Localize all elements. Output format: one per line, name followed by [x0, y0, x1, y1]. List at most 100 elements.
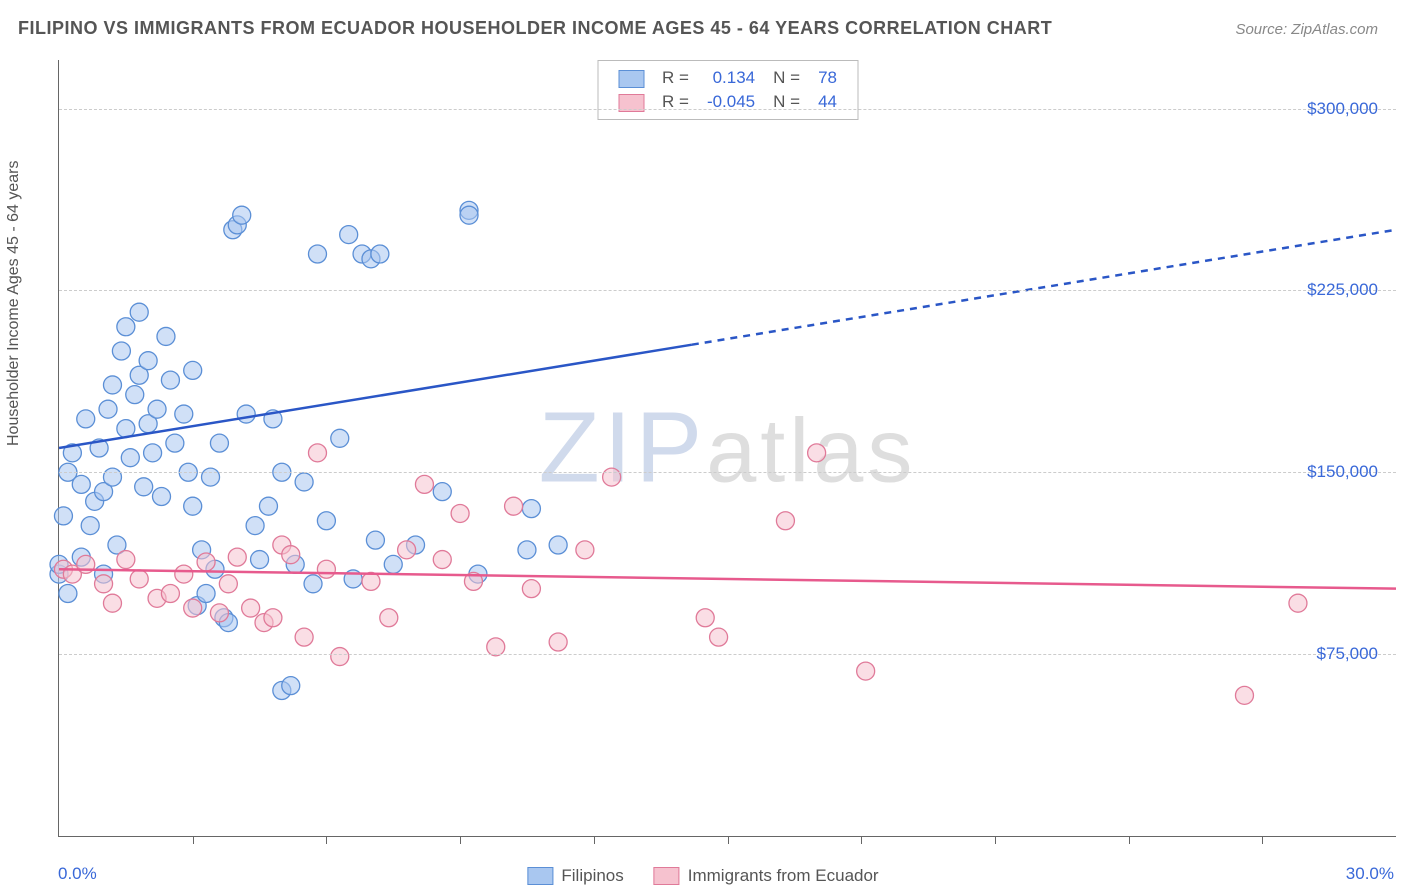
data-point: [340, 226, 358, 244]
data-point: [710, 628, 728, 646]
legend-item-filipinos: Filipinos: [527, 866, 623, 886]
data-point: [72, 475, 90, 493]
gridline: [59, 290, 1396, 291]
data-point: [117, 551, 135, 569]
data-point: [148, 400, 166, 418]
data-point: [317, 512, 335, 530]
x-tick: [326, 836, 327, 844]
chart-plot-area: ZIPatlas R = 0.134 N = 78 R = -0.045 N =…: [58, 60, 1396, 837]
data-point: [308, 245, 326, 263]
data-point: [415, 475, 433, 493]
data-point: [308, 444, 326, 462]
legend-label-ecuador: Immigrants from Ecuador: [688, 866, 879, 886]
x-tick-label: 30.0%: [1346, 864, 1394, 884]
x-tick: [460, 836, 461, 844]
gridline: [59, 109, 1396, 110]
data-point: [282, 546, 300, 564]
data-point: [264, 609, 282, 627]
data-point: [282, 677, 300, 695]
source-attribution: Source: ZipAtlas.com: [1235, 21, 1378, 38]
data-point: [184, 361, 202, 379]
data-point: [112, 342, 130, 360]
data-point: [317, 560, 335, 578]
data-point: [175, 405, 193, 423]
x-tick: [861, 836, 862, 844]
data-point: [251, 551, 269, 569]
data-point: [696, 609, 714, 627]
legend-item-ecuador: Immigrants from Ecuador: [654, 866, 879, 886]
data-point: [549, 536, 567, 554]
data-point: [161, 585, 179, 603]
data-point: [398, 541, 416, 559]
series-legend: Filipinos Immigrants from Ecuador: [527, 866, 878, 886]
data-point: [451, 504, 469, 522]
data-point: [242, 599, 260, 617]
y-tick-label: $75,000: [1317, 644, 1378, 664]
scatter-svg: [59, 60, 1396, 836]
data-point: [117, 318, 135, 336]
data-point: [135, 478, 153, 496]
data-point: [184, 497, 202, 515]
gridline: [59, 472, 1396, 473]
data-point: [184, 599, 202, 617]
data-point: [54, 507, 72, 525]
data-point: [197, 553, 215, 571]
data-point: [130, 570, 148, 588]
data-point: [228, 548, 246, 566]
data-point: [371, 245, 389, 263]
y-tick-label: $225,000: [1307, 280, 1378, 300]
data-point: [603, 468, 621, 486]
data-point: [384, 555, 402, 573]
data-point: [81, 517, 99, 535]
data-point: [175, 565, 193, 583]
x-tick-label: 0.0%: [58, 864, 97, 884]
swatch-pink-icon: [654, 867, 680, 885]
y-axis-label: Householder Income Ages 45 - 64 years: [5, 161, 23, 447]
data-point: [776, 512, 794, 530]
trend-line: [59, 569, 1396, 588]
data-point: [161, 371, 179, 389]
x-tick: [1129, 836, 1130, 844]
data-point: [153, 488, 171, 506]
data-point: [433, 483, 451, 501]
data-point: [103, 468, 121, 486]
data-point: [237, 405, 255, 423]
data-point: [259, 497, 277, 515]
data-point: [522, 580, 540, 598]
data-point: [95, 575, 113, 593]
data-point: [331, 648, 349, 666]
data-point: [366, 531, 384, 549]
data-point: [197, 585, 215, 603]
data-point: [103, 594, 121, 612]
data-point: [331, 429, 349, 447]
trend-line-extrapolated: [692, 230, 1396, 345]
data-point: [99, 400, 117, 418]
swatch-blue-icon: [527, 867, 553, 885]
data-point: [304, 575, 322, 593]
data-point: [522, 500, 540, 518]
x-tick: [995, 836, 996, 844]
data-point: [59, 585, 77, 603]
data-point: [295, 628, 313, 646]
chart-title: FILIPINO VS IMMIGRANTS FROM ECUADOR HOUS…: [18, 18, 1052, 39]
data-point: [210, 604, 228, 622]
data-point: [103, 376, 121, 394]
data-point: [202, 468, 220, 486]
data-point: [126, 386, 144, 404]
data-point: [210, 434, 228, 452]
data-point: [380, 609, 398, 627]
data-point: [460, 206, 478, 224]
data-point: [157, 327, 175, 345]
data-point: [166, 434, 184, 452]
x-tick: [1262, 836, 1263, 844]
data-point: [77, 410, 95, 428]
data-point: [808, 444, 826, 462]
x-tick: [193, 836, 194, 844]
data-point: [219, 575, 237, 593]
y-tick-label: $300,000: [1307, 99, 1378, 119]
data-point: [144, 444, 162, 462]
data-point: [576, 541, 594, 559]
data-point: [1235, 686, 1253, 704]
gridline: [59, 654, 1396, 655]
data-point: [433, 551, 451, 569]
